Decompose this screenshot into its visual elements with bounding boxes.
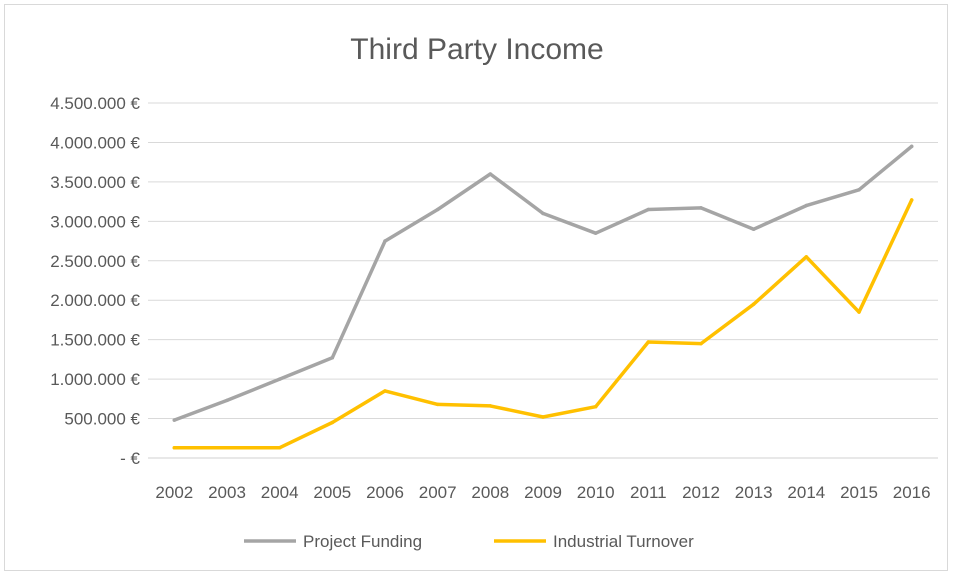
y-tick-label: 500.000 € [64, 410, 140, 429]
data-point [804, 255, 809, 259]
legend-label: Industrial Turnover [553, 532, 694, 551]
data-point [172, 418, 177, 422]
legend-label: Project Funding [303, 532, 422, 551]
data-point [646, 207, 651, 212]
data-point [277, 445, 282, 450]
data-point [383, 389, 387, 393]
y-tick-label: 1.500.000 € [50, 331, 140, 350]
data-point [330, 356, 335, 360]
data-point [857, 188, 861, 192]
data-point [488, 172, 493, 176]
data-point [541, 415, 545, 419]
x-tick-label: 2007 [419, 483, 457, 502]
y-tick-label: 1.000.000 € [50, 370, 140, 389]
data-point [435, 207, 440, 212]
x-tick-label: 2010 [577, 483, 615, 502]
x-tick-label: 2002 [155, 483, 193, 502]
x-tick-label: 2006 [366, 483, 404, 502]
y-tick-label: - € [120, 449, 140, 468]
x-tick-label: 2005 [313, 483, 351, 502]
x-tick-label: 2015 [840, 483, 878, 502]
chart-frame: Third Party Income [4, 4, 948, 571]
x-tick-label: 2004 [261, 483, 299, 502]
data-point [225, 398, 229, 403]
x-tick-label: 2011 [630, 483, 667, 502]
data-point [699, 341, 703, 346]
y-tick-label: 4.000.000 € [50, 133, 140, 152]
chart-title: Third Party Income [350, 33, 604, 66]
data-point [383, 239, 387, 243]
x-tick-label: 2012 [682, 483, 720, 502]
data-point [646, 340, 651, 344]
y-tick-label: 2.500.000 € [50, 252, 140, 271]
data-point [751, 302, 756, 306]
y-tick-label: 3.000.000 € [50, 212, 140, 231]
x-tick-label: 2008 [471, 483, 509, 502]
y-tick-label: 4.500.000 € [50, 94, 140, 113]
x-tick-label: 2009 [524, 483, 562, 502]
data-point [804, 203, 809, 208]
data-point [909, 144, 914, 149]
x-tick-label: 2014 [787, 483, 825, 502]
data-point [330, 420, 335, 425]
data-point [541, 211, 545, 216]
x-tick-label: 2013 [735, 483, 773, 502]
data-point [857, 310, 861, 314]
data-point [909, 198, 914, 202]
data-point [593, 404, 598, 409]
y-tick-label: 3.500.000 € [50, 173, 140, 192]
data-point [751, 227, 756, 231]
data-point [277, 377, 282, 381]
data-point [225, 445, 229, 450]
y-tick-label: 2.000.000 € [50, 291, 140, 310]
data-point [699, 206, 703, 210]
x-tick-label: 2016 [893, 483, 931, 502]
data-point [488, 404, 493, 408]
data-point [435, 402, 440, 407]
x-tick-label: 2003 [208, 483, 246, 502]
data-point [172, 445, 177, 450]
series-line-1 [172, 198, 914, 450]
data-point [593, 231, 598, 235]
